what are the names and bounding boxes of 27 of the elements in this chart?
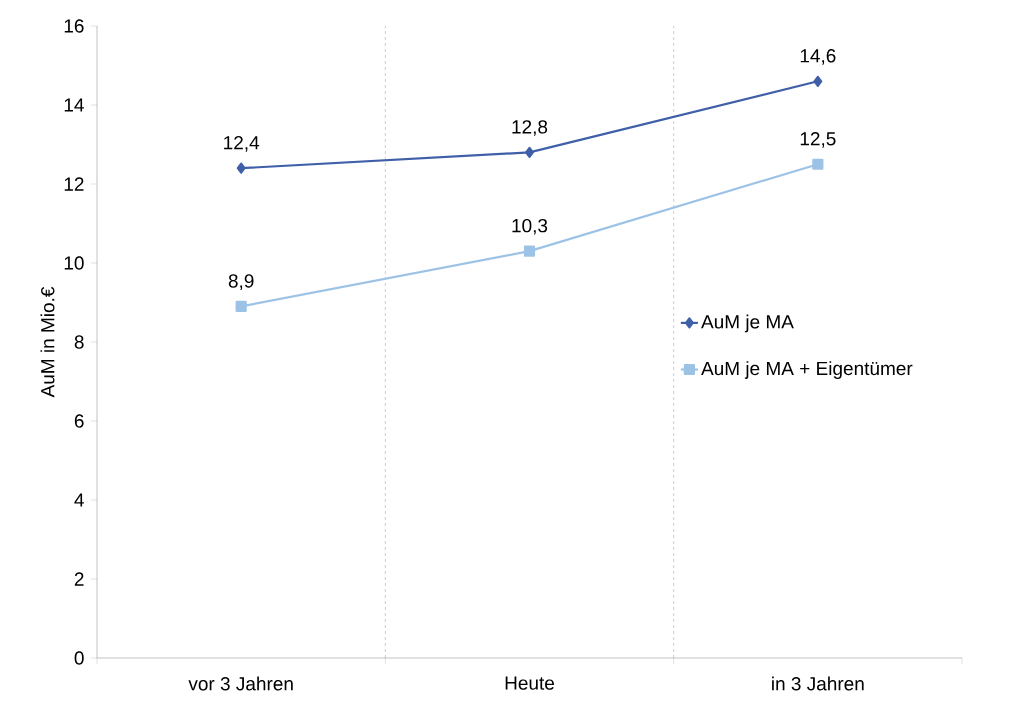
x-tick-label: in 3 Jahren (772, 676, 864, 691)
point (525, 146, 534, 158)
data-label: 12,4 (224, 135, 260, 152)
point (236, 162, 246, 174)
y-tick-label: 10 (64, 256, 84, 270)
y-tick-label: 2 (74, 572, 84, 586)
y-tick-label: 14 (64, 98, 84, 112)
y-tick-label: 6 (74, 414, 84, 428)
y-axis-title: AuM in Mio.€ (40, 286, 55, 398)
data-label: 14,6 (800, 49, 836, 65)
y-tick-label: 12 (64, 177, 84, 191)
data-label: 12,8 (512, 120, 548, 136)
y-tick-label: 0 (74, 651, 84, 665)
legend-label: AuM je MA (701, 314, 794, 333)
x-tick-label: Heute (505, 676, 555, 690)
legend-label: AuM je MA + Eigentümer (701, 361, 913, 379)
data-label: 12,5 (800, 132, 836, 148)
y-tick-label: 16 (64, 19, 84, 33)
point (813, 75, 823, 87)
point (523, 245, 536, 257)
x-tick-label: vor 3 Jahren (188, 676, 293, 691)
point (812, 158, 824, 170)
y-tick-label: 8 (74, 335, 84, 349)
point (235, 300, 247, 313)
y-tick-label: 4 (74, 493, 84, 507)
data-label: 8,9 (228, 274, 254, 290)
data-label: 10,3 (512, 218, 548, 235)
